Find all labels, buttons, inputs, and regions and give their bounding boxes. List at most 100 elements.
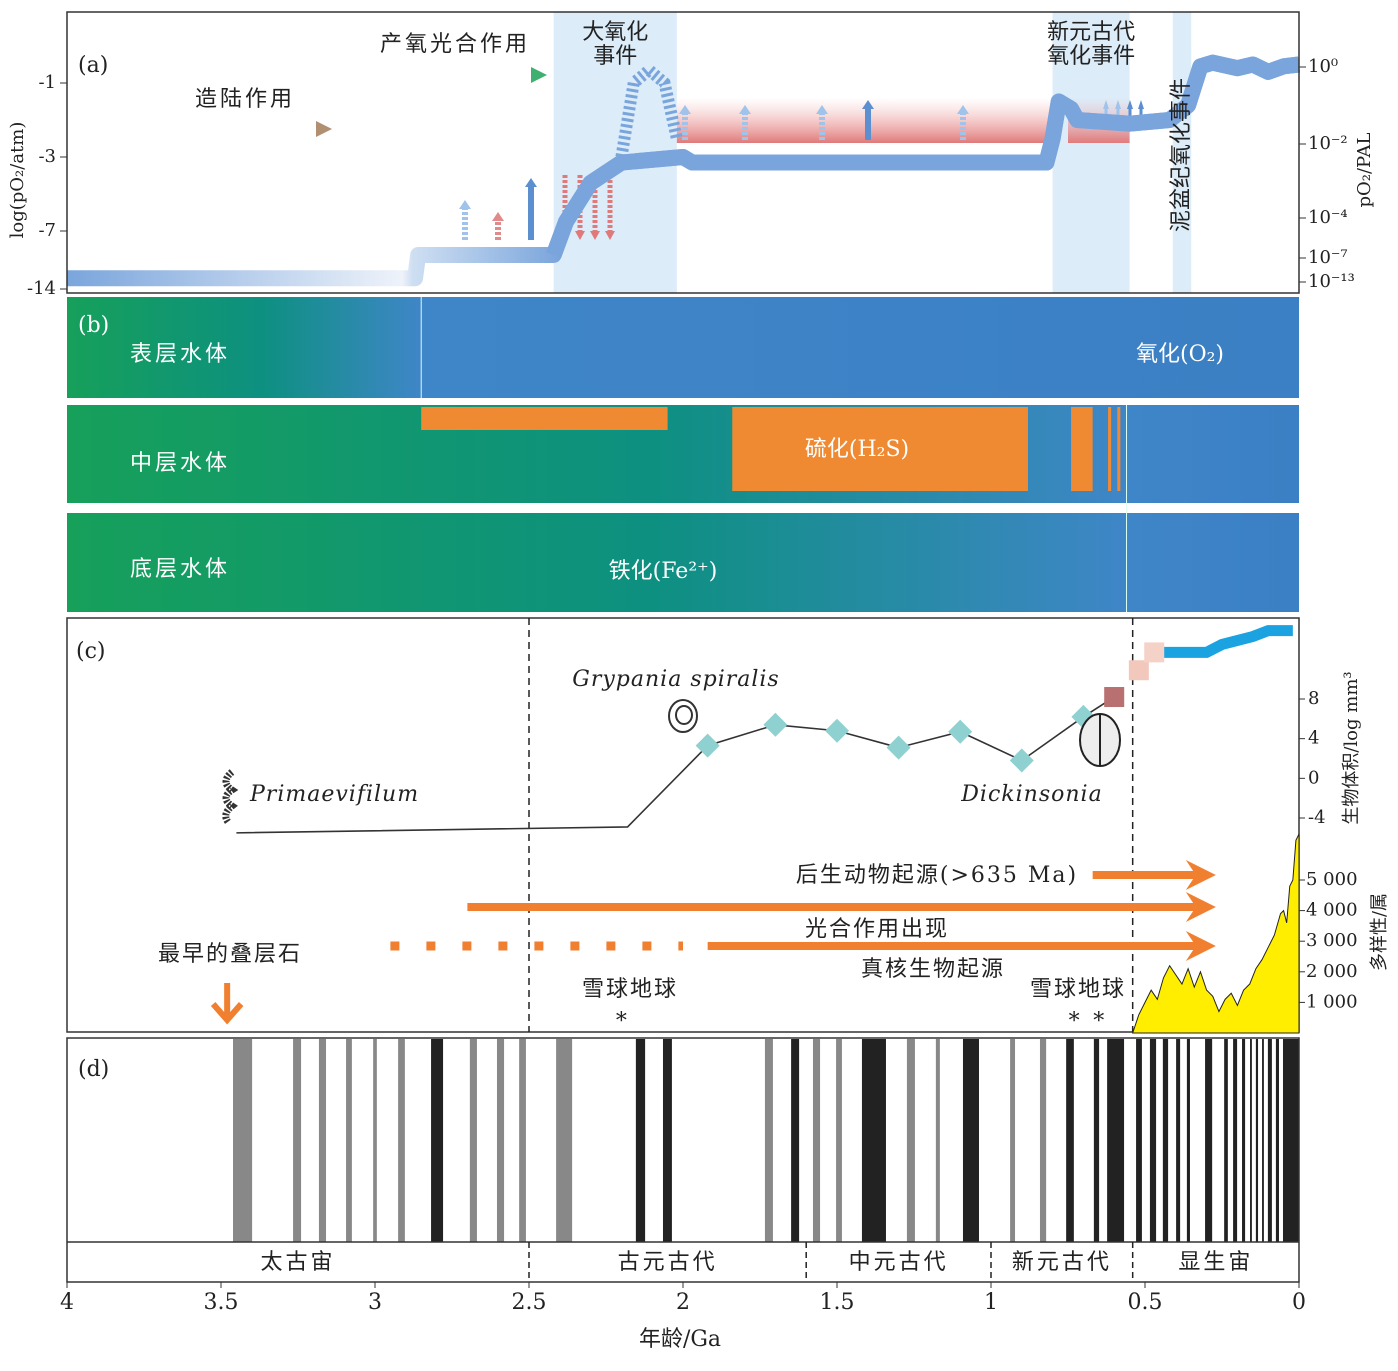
process-label: 产氧光合作用	[380, 32, 530, 57]
arrow-head	[575, 231, 585, 240]
grypania-icon	[668, 699, 698, 733]
polarity-bar	[1255, 1039, 1259, 1242]
diamond-marker	[825, 718, 849, 743]
euxinic-band	[421, 407, 668, 430]
oxygen-excursion	[615, 62, 683, 158]
polarity-bar	[1262, 1039, 1264, 1242]
x-tick-label: 3.5	[204, 1290, 239, 1315]
y2-axis-title: pO₂/PAL	[1354, 132, 1375, 207]
y2-tick-label: 4 000	[1306, 900, 1358, 921]
y2-tick-label: 5 000	[1306, 869, 1358, 890]
arrow-head	[492, 212, 504, 221]
grypania-icon	[675, 705, 693, 725]
diamond-marker	[1009, 748, 1034, 773]
polarity-bar	[1233, 1039, 1238, 1242]
snowball-label: 雪球地球	[1030, 977, 1126, 1002]
redox-state: 硫化(H₂S)	[805, 437, 909, 462]
diversity-area	[1131, 833, 1300, 1034]
y-tick-label: -4	[1308, 807, 1326, 828]
y2-tick-label: 2 000	[1306, 961, 1358, 982]
polarity-bar	[1149, 1039, 1157, 1242]
polarity-bar	[1176, 1039, 1181, 1242]
arrow-head	[1185, 892, 1216, 922]
y2-axis-title: 多样性/属	[1369, 893, 1390, 971]
x-tick-label: 1.5	[820, 1290, 855, 1315]
arrow-head	[525, 178, 537, 187]
redox-state: 氧化(O₂)	[1136, 342, 1224, 367]
polarity-bar	[1093, 1039, 1100, 1242]
polarity-bar	[635, 1039, 646, 1242]
arrow-head	[459, 200, 471, 209]
arrow-head	[1127, 100, 1133, 109]
water-row	[67, 297, 1299, 398]
y2-tick-label: 10⁻¹³	[1308, 271, 1355, 292]
panel-label: (c)	[76, 639, 106, 664]
x-tick-label: 2	[676, 1290, 690, 1315]
euxinic-band	[732, 407, 1028, 491]
event-band	[1052, 12, 1130, 293]
event-label: 新元古代	[1047, 20, 1135, 45]
panel-label: (b)	[78, 313, 109, 338]
polarity-bar	[1066, 1039, 1074, 1242]
taxon-name: Grypania spiralis	[572, 667, 779, 692]
y2-tick-label: 3 000	[1306, 930, 1358, 951]
origin-label: 后生动物起源(>635 Ma)	[796, 863, 1078, 888]
x-axis-title: 年龄/Ga	[639, 1327, 721, 1352]
y-tick-label: -14	[27, 278, 56, 299]
arrow-head	[1138, 100, 1144, 109]
polarity-bar	[1224, 1039, 1228, 1242]
euxinic-band	[1108, 407, 1112, 491]
diamond-marker	[763, 712, 788, 737]
y-tick-label: -1	[38, 72, 56, 93]
eon-label: 太古宙	[260, 1250, 335, 1275]
oxygen-pulse	[676, 98, 1053, 143]
polarity-bar	[1267, 1039, 1272, 1242]
diamond-marker	[948, 719, 973, 744]
redox-state: 铁化(Fe²⁺)	[609, 559, 718, 584]
event-label: 泥盆纪氧化事件	[1169, 78, 1194, 232]
polarity-bar	[233, 1039, 253, 1242]
eon-label: 新元古代	[1012, 1250, 1112, 1275]
polarity-bar	[1107, 1039, 1125, 1242]
polarity-bar	[346, 1039, 352, 1242]
y2-tick-label: 10⁻²	[1308, 133, 1348, 154]
polarity-bar	[1186, 1039, 1190, 1242]
row-label: 中层水体	[130, 451, 230, 476]
eon-label: 中元古代	[849, 1250, 949, 1275]
x-tick-label: 1	[984, 1290, 998, 1315]
polarity-bar	[1275, 1039, 1279, 1242]
event-label: 事件	[593, 44, 637, 69]
panel-label: (a)	[78, 53, 108, 78]
body-size-trend	[236, 696, 1115, 834]
arrow-head	[1115, 100, 1121, 109]
polarity-bar	[398, 1039, 405, 1242]
arrow-head	[816, 105, 828, 114]
phanerozoic-size	[1160, 625, 1293, 658]
x-tick-label: 0	[1292, 1290, 1306, 1315]
y-tick-label: 8	[1308, 688, 1319, 709]
snowball-marker: *	[1069, 1009, 1080, 1034]
event-label: 氧化事件	[1047, 44, 1135, 69]
arrow-head	[739, 105, 751, 114]
polarity-bar	[556, 1039, 573, 1242]
water-row	[67, 405, 1299, 503]
polarity-bar	[373, 1039, 377, 1242]
stromatolite-label: 最早的叠层石	[158, 942, 302, 967]
polarity-bar	[1136, 1039, 1142, 1242]
polarity-bar	[764, 1039, 773, 1242]
row-label: 表层水体	[130, 342, 230, 367]
x-tick-label: 3	[368, 1290, 382, 1315]
y-tick-label: 0	[1308, 767, 1319, 788]
eon-label: 古元古代	[618, 1250, 718, 1275]
y-axis-title: log(pO₂/atm)	[7, 122, 28, 239]
polarity-bar	[962, 1039, 979, 1242]
panel-frame	[66, 11, 1300, 294]
square-marker	[1128, 660, 1149, 681]
x-tick-label: 2.5	[512, 1290, 547, 1315]
polarity-bar	[519, 1039, 526, 1242]
arrow-head	[1185, 931, 1216, 961]
polarity-bar	[318, 1039, 327, 1242]
polarity-bar	[293, 1039, 302, 1242]
polarity-bar	[812, 1039, 821, 1242]
oxygen-curve-main	[546, 54, 1300, 258]
